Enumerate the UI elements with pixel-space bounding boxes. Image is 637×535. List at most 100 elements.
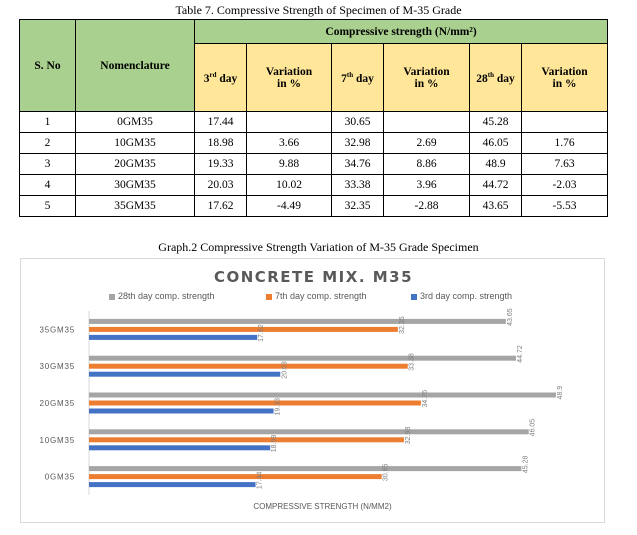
data-label: 19.33 [275, 398, 282, 416]
cell-v7: 3.96 [383, 174, 470, 196]
cell-v3: -4.49 [246, 195, 332, 217]
bar [89, 408, 274, 414]
cell-d28: 45.28 [469, 111, 522, 133]
header-variation-3: Variation in % [246, 43, 332, 112]
data-label: 45.28 [522, 455, 529, 473]
header-7th-day: 7th day [331, 43, 384, 112]
table-row: 3 20GM35 19.33 9.88 34.76 8.86 48.9 7.63 [19, 153, 609, 175]
legend-item-28th-day: 28th day comp. strength [109, 291, 215, 301]
category-label: 20GM35 [40, 399, 75, 408]
cell-name: 10GM35 [75, 132, 195, 154]
data-label: 32.98 [405, 427, 412, 445]
table-row: 1 0GM35 17.44 30.65 45.28 [19, 111, 609, 133]
compressive-strength-table: S. No Nomenclature Compressive strength … [19, 19, 609, 217]
chart-area: CONCRETE MIX. M35 28th day comp. strengt… [20, 258, 605, 523]
cell-d3: 18.98 [194, 132, 247, 154]
cell-v7 [383, 111, 470, 133]
cell-d3: 19.33 [194, 153, 247, 175]
legend-label: 3rd day comp. strength [420, 291, 513, 301]
cell-v3: 3.66 [246, 132, 332, 154]
cell-d3: 17.62 [194, 195, 247, 217]
category-label: 30GM35 [40, 362, 75, 371]
header-variation-28: Variation in % [520, 43, 609, 112]
cell-v7: 8.86 [383, 153, 470, 175]
bar [89, 474, 382, 480]
cell-name: 35GM35 [75, 195, 195, 217]
data-label: 43.65 [507, 308, 514, 326]
cell-v28: -2.03 [520, 174, 609, 196]
cell-v7: 2.69 [383, 132, 470, 154]
category-label: 10GM35 [40, 436, 75, 445]
cell-d28: 44.72 [469, 174, 522, 196]
cell-sno: 3 [19, 153, 76, 175]
data-label: 46.05 [530, 419, 537, 437]
bar [89, 445, 271, 451]
bar [89, 326, 398, 332]
cell-d7: 34.76 [331, 153, 384, 175]
table-row: 2 10GM35 18.98 3.66 32.98 2.69 46.05 1.7… [19, 132, 609, 154]
cell-d7: 33.38 [331, 174, 384, 196]
cell-d3: 17.44 [194, 111, 247, 133]
bar [89, 392, 556, 398]
cell-v28 [520, 111, 609, 133]
data-label: 48.9 [557, 386, 564, 400]
cell-d28: 43.65 [469, 195, 522, 217]
data-label: 34.76 [422, 390, 429, 408]
header-sno: S. No [19, 19, 76, 112]
cell-name: 20GM35 [75, 153, 195, 175]
legend-swatch [266, 293, 272, 300]
cell-sno: 1 [19, 111, 76, 133]
header-variation-7: Variation in % [383, 43, 470, 112]
cell-v28: 7.63 [520, 153, 609, 175]
cell-d7: 32.98 [331, 132, 384, 154]
cell-d3: 20.03 [194, 174, 247, 196]
bar [89, 429, 529, 435]
bar [89, 318, 506, 324]
bar [89, 363, 408, 369]
data-label: 32.35 [399, 316, 406, 334]
cell-name: 30GM35 [75, 174, 195, 196]
table-caption: Table 7. Compressive Strength of Specime… [175, 3, 462, 17]
header-compressive-strength: Compressive strength (N/mm²) [193, 19, 609, 44]
data-label: 20.03 [281, 361, 288, 379]
cell-v28: -5.53 [520, 195, 609, 217]
header-28th-day: 28th day [469, 43, 522, 112]
table-row: 5 35GM35 17.62 -4.49 32.35 -2.88 43.65 -… [19, 195, 609, 217]
cell-v28: 1.76 [520, 132, 609, 154]
chart-title: CONCRETE MIX. M35 [213, 268, 414, 286]
bar [89, 400, 421, 406]
cell-sno: 4 [19, 174, 76, 196]
category-label: 35GM35 [40, 325, 75, 334]
bar [89, 466, 522, 472]
bar [89, 437, 404, 443]
legend-swatch [109, 293, 115, 300]
bar [89, 334, 258, 340]
table-row: 4 30GM35 20.03 10.02 33.38 3.96 44.72 -2… [19, 174, 609, 196]
data-label: 17.44 [257, 471, 264, 489]
cell-v3: 9.88 [246, 153, 332, 175]
cell-v7: -2.88 [383, 195, 470, 217]
category-label: 0GM35 [45, 473, 75, 482]
cell-v3: 10.02 [246, 174, 332, 196]
cell-d28: 46.05 [469, 132, 522, 154]
bar [89, 482, 256, 488]
bar [89, 355, 517, 361]
legend-swatch [411, 293, 417, 300]
data-label: 30.65 [383, 463, 390, 481]
cell-sno: 2 [19, 132, 76, 154]
header-3rd-day: 3rd day [194, 43, 247, 112]
cell-d28: 48.9 [469, 153, 522, 175]
data-label: 44.72 [517, 345, 524, 363]
legend-item-3rd-day: 3rd day comp. strength [411, 291, 512, 301]
header-nomenclature: Nomenclature [75, 19, 195, 112]
bar-chart: 0GM35 45.28 30.65 17.44 10GM35 46.05 32.98 18.9… [40, 308, 564, 511]
graph-caption: Graph.2 Compressive Strength Variation o… [158, 240, 479, 254]
legend-label: 7th day comp. strength [275, 291, 367, 301]
cell-v3 [246, 111, 332, 133]
x-axis-label: COMPRESSIVE STRENGTH (N/MM2) [253, 502, 392, 511]
cell-d7: 32.35 [331, 195, 384, 217]
cell-d7: 30.65 [331, 111, 384, 133]
cell-sno: 5 [19, 195, 76, 217]
legend-label: 28th day comp. strength [118, 291, 215, 301]
legend-item-7th-day: 7th day comp. strength [266, 291, 367, 301]
